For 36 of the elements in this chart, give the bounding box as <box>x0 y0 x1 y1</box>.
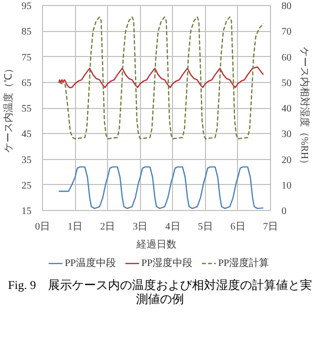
x-axis-title: 経過日数 <box>136 240 176 250</box>
y2-tick-label: 40 <box>282 104 292 114</box>
y-tick-label: 25 <box>22 180 32 192</box>
x-tick-label: 0日 <box>35 222 50 232</box>
x-tick-label: 5日 <box>198 222 213 232</box>
y-tick-label: 45 <box>22 129 32 140</box>
y-tick-label: 85 <box>22 26 32 38</box>
legend-label: PP湿度計算 <box>218 257 270 269</box>
y2-tick-label: 80 <box>282 1 292 12</box>
x-tick-label: 3日 <box>132 222 148 232</box>
line-series <box>58 16 264 140</box>
y-tick-label: 65 <box>22 78 32 89</box>
x-tick-label: 1日 <box>68 222 83 232</box>
y-tick-label: 15 <box>22 206 32 217</box>
y-tick-label: 55 <box>22 104 32 114</box>
x-tick-label: 6日 <box>230 222 246 232</box>
x-tick-label: 2日 <box>100 222 116 232</box>
y-tick-label: 75 <box>22 52 32 64</box>
x-tick-label: 7日 <box>263 222 278 232</box>
x-tick-label: 4日 <box>165 222 180 232</box>
legend-label: PP温度中段 <box>64 257 116 269</box>
y-tick-label: 95 <box>22 1 32 12</box>
y-axis-title: ケース内温度（℃） <box>2 64 14 152</box>
y-tick-label: 35 <box>22 154 32 166</box>
legend-label: PP湿度中段 <box>141 257 193 269</box>
line-series <box>58 66 264 88</box>
y2-tick-label: 10 <box>282 180 292 192</box>
y2-tick-label: 0 <box>282 206 286 217</box>
caption: Fig. 9 展示ケース内の温度および相対湿度の計算値と実測値の例 <box>6 278 313 307</box>
y2-tick-label: 30 <box>282 129 292 140</box>
y2-tick-label: 50 <box>282 78 292 89</box>
line-series <box>58 166 264 210</box>
y2-tick-label: 70 <box>282 26 292 38</box>
y2-axis-title: ケース内相対湿度（%RH） <box>298 46 310 170</box>
y2-tick-label: 20 <box>282 154 292 166</box>
y2-tick-label: 60 <box>282 52 292 64</box>
